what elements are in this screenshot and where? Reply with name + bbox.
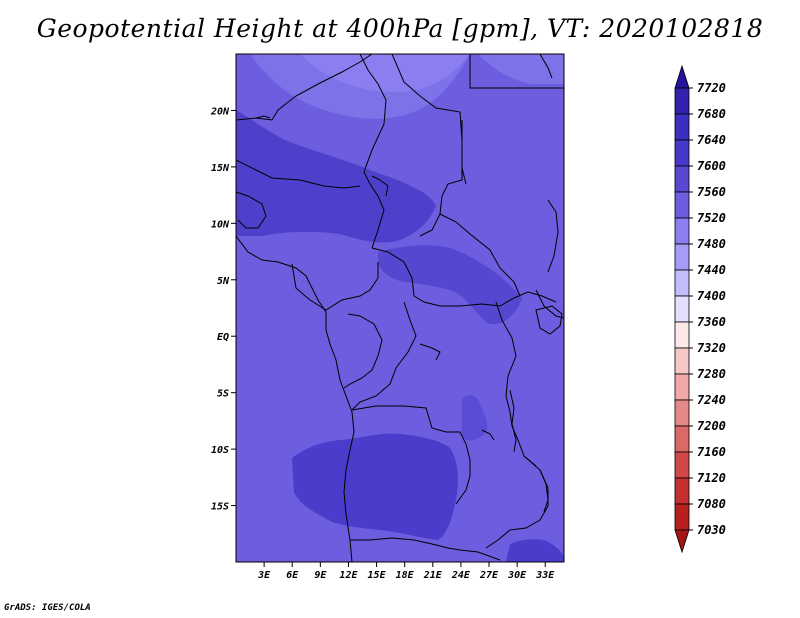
colorbar-swatch bbox=[674, 87, 690, 115]
colorbar-label: 7560 bbox=[697, 185, 726, 199]
colorbar-swatch bbox=[674, 191, 690, 219]
colorbar-label: 7360 bbox=[697, 315, 726, 329]
contour-fill-7600-7640-southeast bbox=[506, 539, 564, 562]
lake-chad bbox=[371, 175, 389, 197]
colorbar-swatch bbox=[674, 295, 690, 323]
map-frame bbox=[235, 53, 565, 563]
border-egypt-sudan bbox=[469, 54, 564, 89]
border-sudan-ethiopia bbox=[547, 199, 559, 273]
border-cameroon bbox=[291, 262, 379, 311]
y-tick-label: 15N bbox=[211, 163, 230, 174]
colorbar-label: 7440 bbox=[697, 263, 726, 277]
coastlines-borders bbox=[236, 54, 564, 562]
border-chad-sudan bbox=[419, 120, 463, 237]
colorbar-label: 7320 bbox=[697, 341, 726, 355]
x-tick-label: 30E bbox=[507, 570, 527, 581]
colorbar-label: 7400 bbox=[697, 289, 726, 303]
x-tick-label: 15E bbox=[368, 570, 387, 581]
colorbar-swatch bbox=[674, 113, 690, 141]
border-uganda-kenya bbox=[535, 289, 564, 319]
colorbar-label: 7280 bbox=[697, 367, 726, 381]
x-tick-label: 9E bbox=[314, 570, 327, 581]
border-namibia-angola bbox=[350, 537, 501, 561]
colorbar-label: 7480 bbox=[697, 237, 726, 251]
lake-marker bbox=[419, 343, 441, 361]
red-sea-coast bbox=[539, 54, 553, 79]
colorbar-label: 7720 bbox=[697, 81, 726, 95]
y-axis: 20N 15N 10N 5N EQ 5S 10S 15S bbox=[210, 106, 236, 513]
border-mali-mauritania bbox=[255, 115, 271, 119]
colorbar-swatch bbox=[674, 425, 690, 453]
y-tick-label: 20N bbox=[210, 106, 230, 117]
grads-credit: GrADS: IGES/COLA bbox=[4, 603, 91, 613]
x-tick-label: 24E bbox=[451, 570, 471, 581]
y-tick-label: 5S bbox=[217, 389, 229, 400]
border-angola-drc-zambia bbox=[351, 405, 471, 505]
colorbar-label: 7030 bbox=[697, 523, 726, 537]
colorbar-swatch bbox=[674, 165, 690, 193]
colorbar-swatch bbox=[674, 139, 690, 167]
colorbar-label: 7240 bbox=[697, 393, 726, 407]
contour-fill-7520-7560-core bbox=[300, 54, 470, 92]
border-congo-drc bbox=[351, 301, 417, 411]
y-tick-label: 10S bbox=[211, 445, 229, 456]
colorbar-label: 7600 bbox=[697, 159, 726, 173]
contour-fill-7520-7560-east bbox=[478, 54, 564, 84]
colorbar-swatch bbox=[674, 477, 690, 505]
colorbar-label: 7520 bbox=[697, 211, 726, 225]
colorbar-label: 7080 bbox=[697, 497, 726, 511]
border-drc-north bbox=[371, 247, 557, 307]
x-tick-label: 18E bbox=[396, 570, 415, 581]
colorbar-label: 7680 bbox=[697, 107, 726, 121]
colorbar-swatch bbox=[674, 64, 690, 89]
colorbar-swatch bbox=[674, 269, 690, 297]
colorbar-label: 7200 bbox=[697, 419, 726, 433]
map-title: Geopotential Height at 400hPa [gpm], VT:… bbox=[36, 14, 764, 43]
colorbar-swatch bbox=[674, 373, 690, 401]
contour-fill-7600-7640-sahel bbox=[236, 110, 436, 243]
contour-field bbox=[236, 54, 564, 562]
border-car-ssudan bbox=[439, 213, 521, 297]
border-mali-algeria bbox=[236, 54, 373, 121]
colorbar-swatch bbox=[674, 347, 690, 375]
border-burkina bbox=[236, 191, 267, 229]
colorbar-swatch bbox=[674, 451, 690, 479]
colorbar-swatch bbox=[674, 217, 690, 245]
y-tick-label: EQ bbox=[217, 332, 229, 343]
contour-fill-7600-7640-zambia bbox=[462, 395, 488, 441]
lake-tanganyika bbox=[509, 389, 517, 453]
x-tick-label: 6E bbox=[286, 570, 299, 581]
lake-mweru bbox=[481, 429, 495, 441]
border-mali-niger bbox=[236, 159, 361, 189]
colorbar-swatch bbox=[674, 503, 690, 531]
colorbar-label: 7640 bbox=[697, 133, 726, 147]
y-tick-label: 10N bbox=[211, 219, 230, 230]
colorbar-swatch bbox=[674, 529, 690, 554]
contour-fill-7600-7640-south bbox=[292, 433, 458, 540]
colorbar: 7720 7680 7640 7600 7560 7520 7480 7440 7400 7360… bbox=[674, 64, 726, 554]
colorbar-label: 7120 bbox=[697, 471, 726, 485]
colorbar-swatch bbox=[674, 321, 690, 349]
border-niger-chad bbox=[359, 54, 387, 249]
border-drc-eastlakes bbox=[495, 301, 537, 467]
x-tick-label: 27E bbox=[479, 570, 499, 581]
y-tick-label: 5N bbox=[217, 276, 230, 287]
lake-malawi bbox=[539, 469, 549, 513]
x-tick-label: 12E bbox=[339, 570, 358, 581]
atlantic-coastline bbox=[236, 235, 355, 562]
colorbar-label: 7160 bbox=[697, 445, 726, 459]
y-tick-label: 15S bbox=[211, 502, 229, 513]
colorbar-swatch bbox=[674, 399, 690, 427]
x-axis: 3E 6E 9E 12E 15E 18E 21E 24E 27E 30E 33E bbox=[257, 562, 555, 581]
x-tick-label: 21E bbox=[423, 570, 443, 581]
lake-victoria bbox=[535, 305, 563, 335]
x-tick-label: 3E bbox=[257, 570, 271, 581]
colorbar-swatch bbox=[674, 243, 690, 271]
border-congo-gabon bbox=[343, 313, 383, 389]
x-tick-label: 33E bbox=[535, 570, 555, 581]
